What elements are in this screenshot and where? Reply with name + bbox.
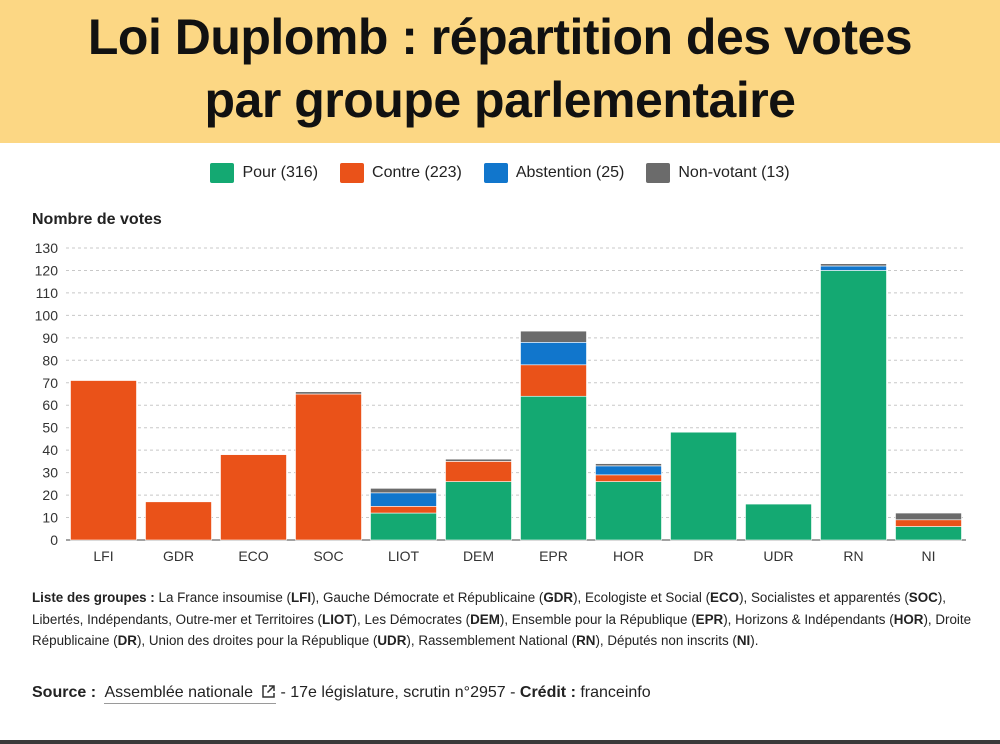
- external-link-icon: [262, 685, 275, 698]
- source-label: Source :: [32, 684, 97, 701]
- y-tick-label: 50: [42, 420, 58, 436]
- legend-item-non-votant[interactable]: Non-votant (13): [646, 163, 790, 183]
- title-line-2: par groupe parlementaire: [204, 72, 796, 128]
- x-tick-label: UDR: [763, 548, 793, 564]
- bar-hor-abstention: [595, 465, 662, 476]
- x-tick-label: DEM: [463, 548, 494, 564]
- bar-hor-pour: [595, 481, 662, 541]
- y-tick-label: 10: [42, 510, 58, 526]
- bar-rn-pour: [820, 270, 887, 541]
- bar-hor-nonvotant: [595, 463, 662, 467]
- group-abbr-eco: ECO: [710, 590, 740, 605]
- source-line: Source : Assemblée nationale - 17e légis…: [32, 684, 651, 704]
- x-tick-label: DR: [693, 548, 713, 564]
- bar-rn-nonvotant: [820, 263, 887, 267]
- title-banner: [0, 0, 1000, 143]
- bottom-rule: [0, 740, 1000, 744]
- x-tick-label: ECO: [238, 548, 268, 564]
- title-line-1: Loi Duplomb : répartition des votes: [87, 9, 913, 65]
- bar-udr-pour: [745, 503, 812, 541]
- legend-swatch-contre: [340, 163, 365, 183]
- bar-lfi-contre: [70, 380, 137, 541]
- bar-soc-nonvotant: [295, 391, 362, 395]
- group-abbr-epr: EPR: [695, 611, 724, 627]
- legend-label-pour: Pour (316): [242, 164, 319, 181]
- legend-item-abstention[interactable]: Abstention (25): [483, 163, 625, 183]
- bar-hor-contre: [595, 474, 662, 482]
- group-abbr-rn: RN: [576, 633, 596, 648]
- group-abbr-liot: LIOT: [322, 611, 353, 627]
- bar-epr-contre: [520, 364, 587, 397]
- bar-rn-abstention: [820, 265, 887, 271]
- bar-eco-contre: [220, 454, 287, 541]
- bar-epr-nonvotant: [520, 330, 587, 343]
- y-tick-label: 90: [42, 330, 58, 346]
- bar-ni-nonvotant: [895, 512, 962, 521]
- bar-gdr-contre: [145, 501, 212, 541]
- x-tick-label: GDR: [163, 548, 194, 564]
- legend-swatch-non-votant: [646, 163, 671, 183]
- bar-liot-abstention: [370, 492, 437, 507]
- legend-label-contre: Contre (223): [372, 164, 462, 181]
- group-abbr-soc: SOC: [908, 590, 938, 605]
- y-tick-label: 80: [42, 352, 58, 368]
- groups-list-body: La France insoumise (LFI), Gauche Démocr…: [32, 590, 972, 648]
- x-tick-label: SOC: [313, 548, 343, 564]
- bar-epr-abstention: [520, 342, 587, 366]
- y-tick-label: 0: [50, 532, 58, 548]
- legend-label-non-votant: Non-votant (13): [678, 164, 790, 181]
- y-tick-label: 100: [35, 307, 59, 323]
- y-tick-label: 30: [42, 465, 58, 481]
- groups-list: Liste des groupes : La France insoumise …: [32, 587, 977, 652]
- bar-liot-pour: [370, 512, 437, 541]
- x-tick-label: LIOT: [388, 548, 420, 564]
- y-axis-label: Nombre de votes: [32, 211, 162, 228]
- x-tick-label: RN: [843, 548, 863, 564]
- legend-swatch-abstention: [483, 163, 508, 183]
- group-abbr-lfi: LFI: [291, 590, 312, 605]
- bar-dem-nonvotant: [445, 458, 512, 462]
- y-tick-label: 40: [42, 442, 58, 458]
- bar-ni-contre: [895, 519, 962, 527]
- x-tick-label: EPR: [539, 548, 568, 564]
- y-tick-label: 110: [36, 285, 59, 301]
- y-tick-label: 130: [35, 240, 59, 256]
- y-tick-label: 20: [42, 487, 58, 503]
- chart-legend: Pour (316) Contre (223) Abstention (25) …: [0, 160, 1000, 186]
- group-abbr-dem: DEM: [470, 611, 500, 627]
- bar-soc-contre: [295, 393, 362, 541]
- bar-dem-pour: [445, 481, 512, 541]
- bar-liot-contre: [370, 506, 437, 514]
- groups-list-prefix: Liste des groupes :: [32, 590, 155, 605]
- x-tick-label: NI: [922, 548, 936, 564]
- source-middle-text: - 17e législature, scrutin n°2957 -: [280, 684, 516, 701]
- y-tick-label: 120: [35, 262, 59, 278]
- bar-dem-contre: [445, 461, 512, 482]
- page-title: Loi Duplomb : répartition des votes par …: [0, 6, 1000, 132]
- legend-item-contre[interactable]: Contre (223): [340, 163, 462, 183]
- legend-label-abstention: Abstention (25): [515, 164, 625, 181]
- bar-chart: 0 10 20 30 40 50 60 70 80 90 100 110 120 130 LFI GDR ECO…: [35, 240, 966, 564]
- legend-item-pour[interactable]: Pour (316): [210, 163, 318, 183]
- credit-value: franceinfo: [580, 684, 651, 701]
- group-abbr-dr: DR: [117, 633, 137, 648]
- bar-dr-pour: [670, 431, 737, 541]
- x-tick-label: LFI: [93, 548, 113, 564]
- group-abbr-ni: NI: [736, 633, 751, 648]
- y-tick-label: 70: [42, 375, 58, 391]
- source-link-text: Assemblée nationale: [104, 684, 254, 701]
- bar-liot-nonvotant: [370, 488, 437, 494]
- credit-label: Crédit :: [519, 684, 576, 701]
- x-tick-label: HOR: [613, 548, 644, 564]
- group-abbr-gdr: GDR: [543, 590, 574, 605]
- group-abbr-udr: UDR: [377, 633, 407, 648]
- group-abbr-hor: HOR: [893, 611, 924, 627]
- source-link[interactable]: Assemblée nationale: [104, 684, 277, 704]
- bar-epr-pour: [520, 395, 587, 541]
- legend-swatch-pour: [210, 163, 235, 183]
- bar-ni-pour: [895, 526, 962, 541]
- y-tick-label: 60: [42, 397, 58, 413]
